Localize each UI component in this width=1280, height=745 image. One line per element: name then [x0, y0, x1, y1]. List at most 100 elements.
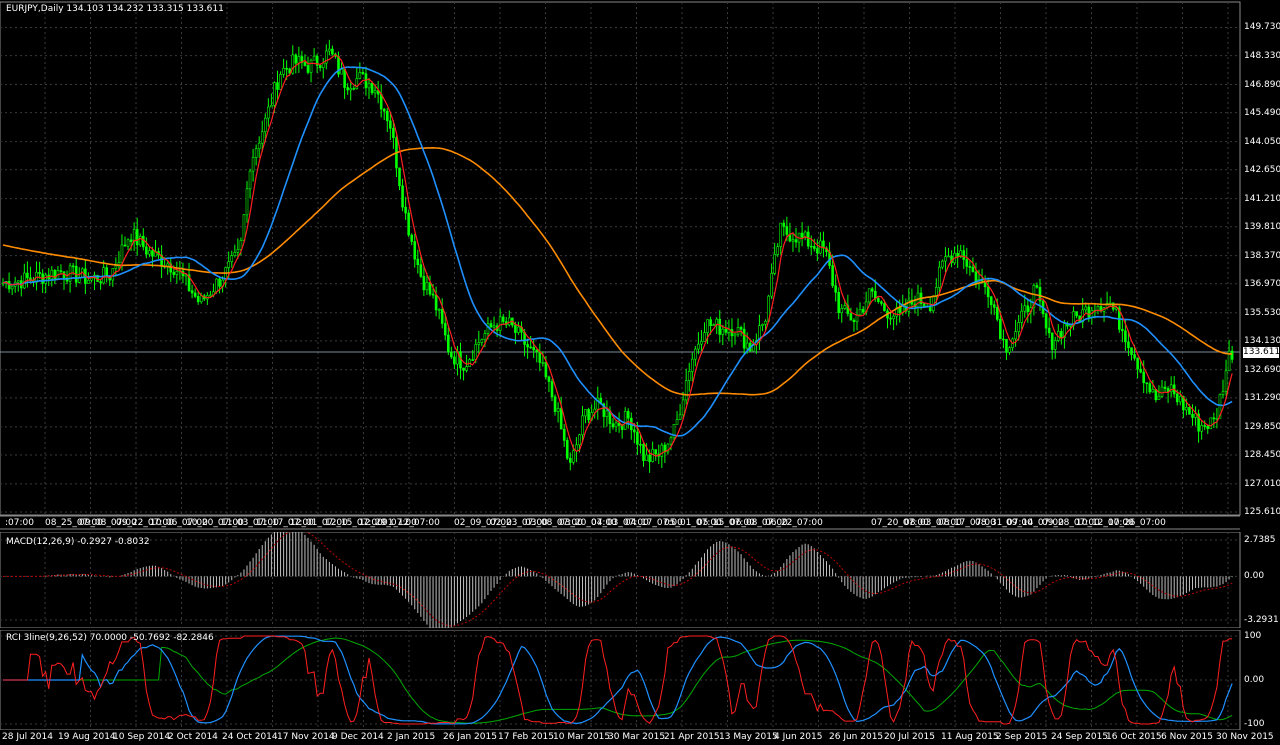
candle-body	[401, 185, 404, 208]
candle-body	[1084, 306, 1088, 311]
candle-body	[858, 309, 862, 316]
candle-body	[355, 78, 359, 89]
moving-average-slow	[2, 146, 1233, 396]
candle-body	[1200, 425, 1203, 432]
candle-body	[794, 239, 798, 243]
candle-body	[556, 408, 560, 412]
date-label: 30 Mar 2015	[608, 732, 666, 742]
candle-body	[1206, 425, 1210, 430]
main-chart-canvas[interactable]	[0, 0, 1280, 530]
candle-body	[303, 62, 307, 66]
date-label: 21 Apr 2015	[664, 732, 720, 742]
candle-body	[831, 265, 834, 286]
candle-body	[1005, 339, 1008, 353]
price-axis-label: 148.330	[1244, 50, 1280, 61]
candle-body	[547, 376, 551, 382]
price-axis-label: 144.050	[1244, 136, 1280, 147]
time-label: 06_22_07:00	[765, 518, 823, 528]
candle-body	[288, 68, 292, 74]
candle-body	[352, 88, 356, 90]
candle-body	[38, 272, 41, 275]
price-axis-label: 135.530	[1244, 307, 1280, 318]
price-axis-label: 129.850	[1244, 421, 1280, 432]
candle-body	[941, 260, 944, 268]
date-label: 11 Aug 2015	[941, 732, 999, 742]
candle-body	[71, 265, 75, 268]
candle-body	[142, 236, 145, 248]
time-label: 05_15_07:00	[697, 518, 755, 528]
price-axis-label: 138.370	[1244, 250, 1280, 261]
candle-body	[349, 88, 353, 91]
candle-body	[437, 309, 441, 311]
candle-body	[425, 282, 429, 291]
rci-short-line	[3, 635, 1233, 725]
price-axis-label: 131.290	[1244, 392, 1280, 403]
candle-body	[501, 316, 505, 322]
time-label: 04_03_07:00	[591, 518, 649, 528]
candle-body	[578, 434, 581, 446]
candle-body	[1160, 386, 1164, 397]
time-label: 10_06_07:00	[150, 518, 208, 528]
candle-body	[135, 229, 139, 246]
rci-pane[interactable]: RCI 3line(9,26,52) 70.0000 -50.7692 -82.…	[0, 630, 1280, 730]
candle-body	[1124, 330, 1127, 343]
candle-body	[883, 303, 886, 312]
candle-body	[413, 241, 417, 260]
candle-body	[852, 319, 856, 323]
candle-body	[1026, 305, 1030, 312]
candle-body	[398, 167, 401, 187]
candle-body	[312, 55, 316, 61]
time-label: 02_23_07:00	[490, 518, 548, 528]
date-label: 26 Jun 2015	[829, 732, 884, 742]
candle-body	[1136, 357, 1139, 370]
macd-pane[interactable]: MACD(12,26,9) -0.2927 -0.8032 2.7385 0.00…	[0, 532, 1280, 628]
main-chart-pane[interactable]: EURJPY,Daily 134.103 134.232 133.315 133…	[0, 0, 1280, 530]
candle-body	[1175, 393, 1179, 403]
candle-body	[986, 286, 990, 298]
candle-body	[1050, 332, 1054, 350]
candle-body	[59, 270, 63, 272]
candle-body	[1087, 306, 1091, 318]
time-label: 08_31_07:00	[975, 518, 1033, 528]
candle-body	[721, 328, 725, 335]
candle-body	[1224, 370, 1228, 392]
candle-body	[50, 269, 54, 280]
date-label: 2 Oct 2014	[168, 732, 218, 742]
date-label: 10 Mar 2015	[553, 732, 611, 742]
candle-body	[761, 323, 764, 326]
candle-body	[596, 397, 600, 410]
candle-body	[968, 266, 972, 268]
candle-body	[1139, 368, 1142, 373]
candle-body	[776, 246, 780, 255]
date-label: 2 Jan 2015	[387, 732, 436, 742]
date-label: 30 Nov 2015	[1216, 732, 1274, 742]
candle-body	[16, 280, 20, 283]
candle-body	[120, 244, 124, 263]
date-label: 28 Jul 2014	[2, 732, 53, 742]
candle-body	[687, 371, 691, 381]
candle-body	[1060, 331, 1063, 338]
time-label: 08_25_07:00	[45, 518, 103, 528]
candle-body	[507, 317, 511, 326]
candle-body	[1221, 391, 1225, 395]
candle-body	[944, 256, 947, 262]
rci-canvas[interactable]	[0, 630, 1280, 730]
candle-body	[151, 250, 154, 257]
macd-canvas[interactable]	[0, 532, 1280, 628]
candle-body	[718, 318, 722, 335]
candle-body	[1130, 347, 1133, 355]
candle-body	[654, 449, 658, 455]
candle-body	[889, 317, 892, 320]
candle-body	[44, 274, 48, 284]
candle-body	[565, 440, 569, 459]
candle-body	[306, 65, 310, 73]
candle-body	[239, 240, 243, 250]
candle-body	[611, 423, 615, 428]
macd-axis-label: -3.2931	[1244, 615, 1279, 625]
candle-body	[971, 266, 975, 273]
candle-body	[230, 255, 234, 263]
candle-body	[938, 266, 941, 288]
candle-body	[770, 273, 773, 297]
candle-body	[959, 250, 963, 258]
candle-body	[443, 323, 447, 336]
